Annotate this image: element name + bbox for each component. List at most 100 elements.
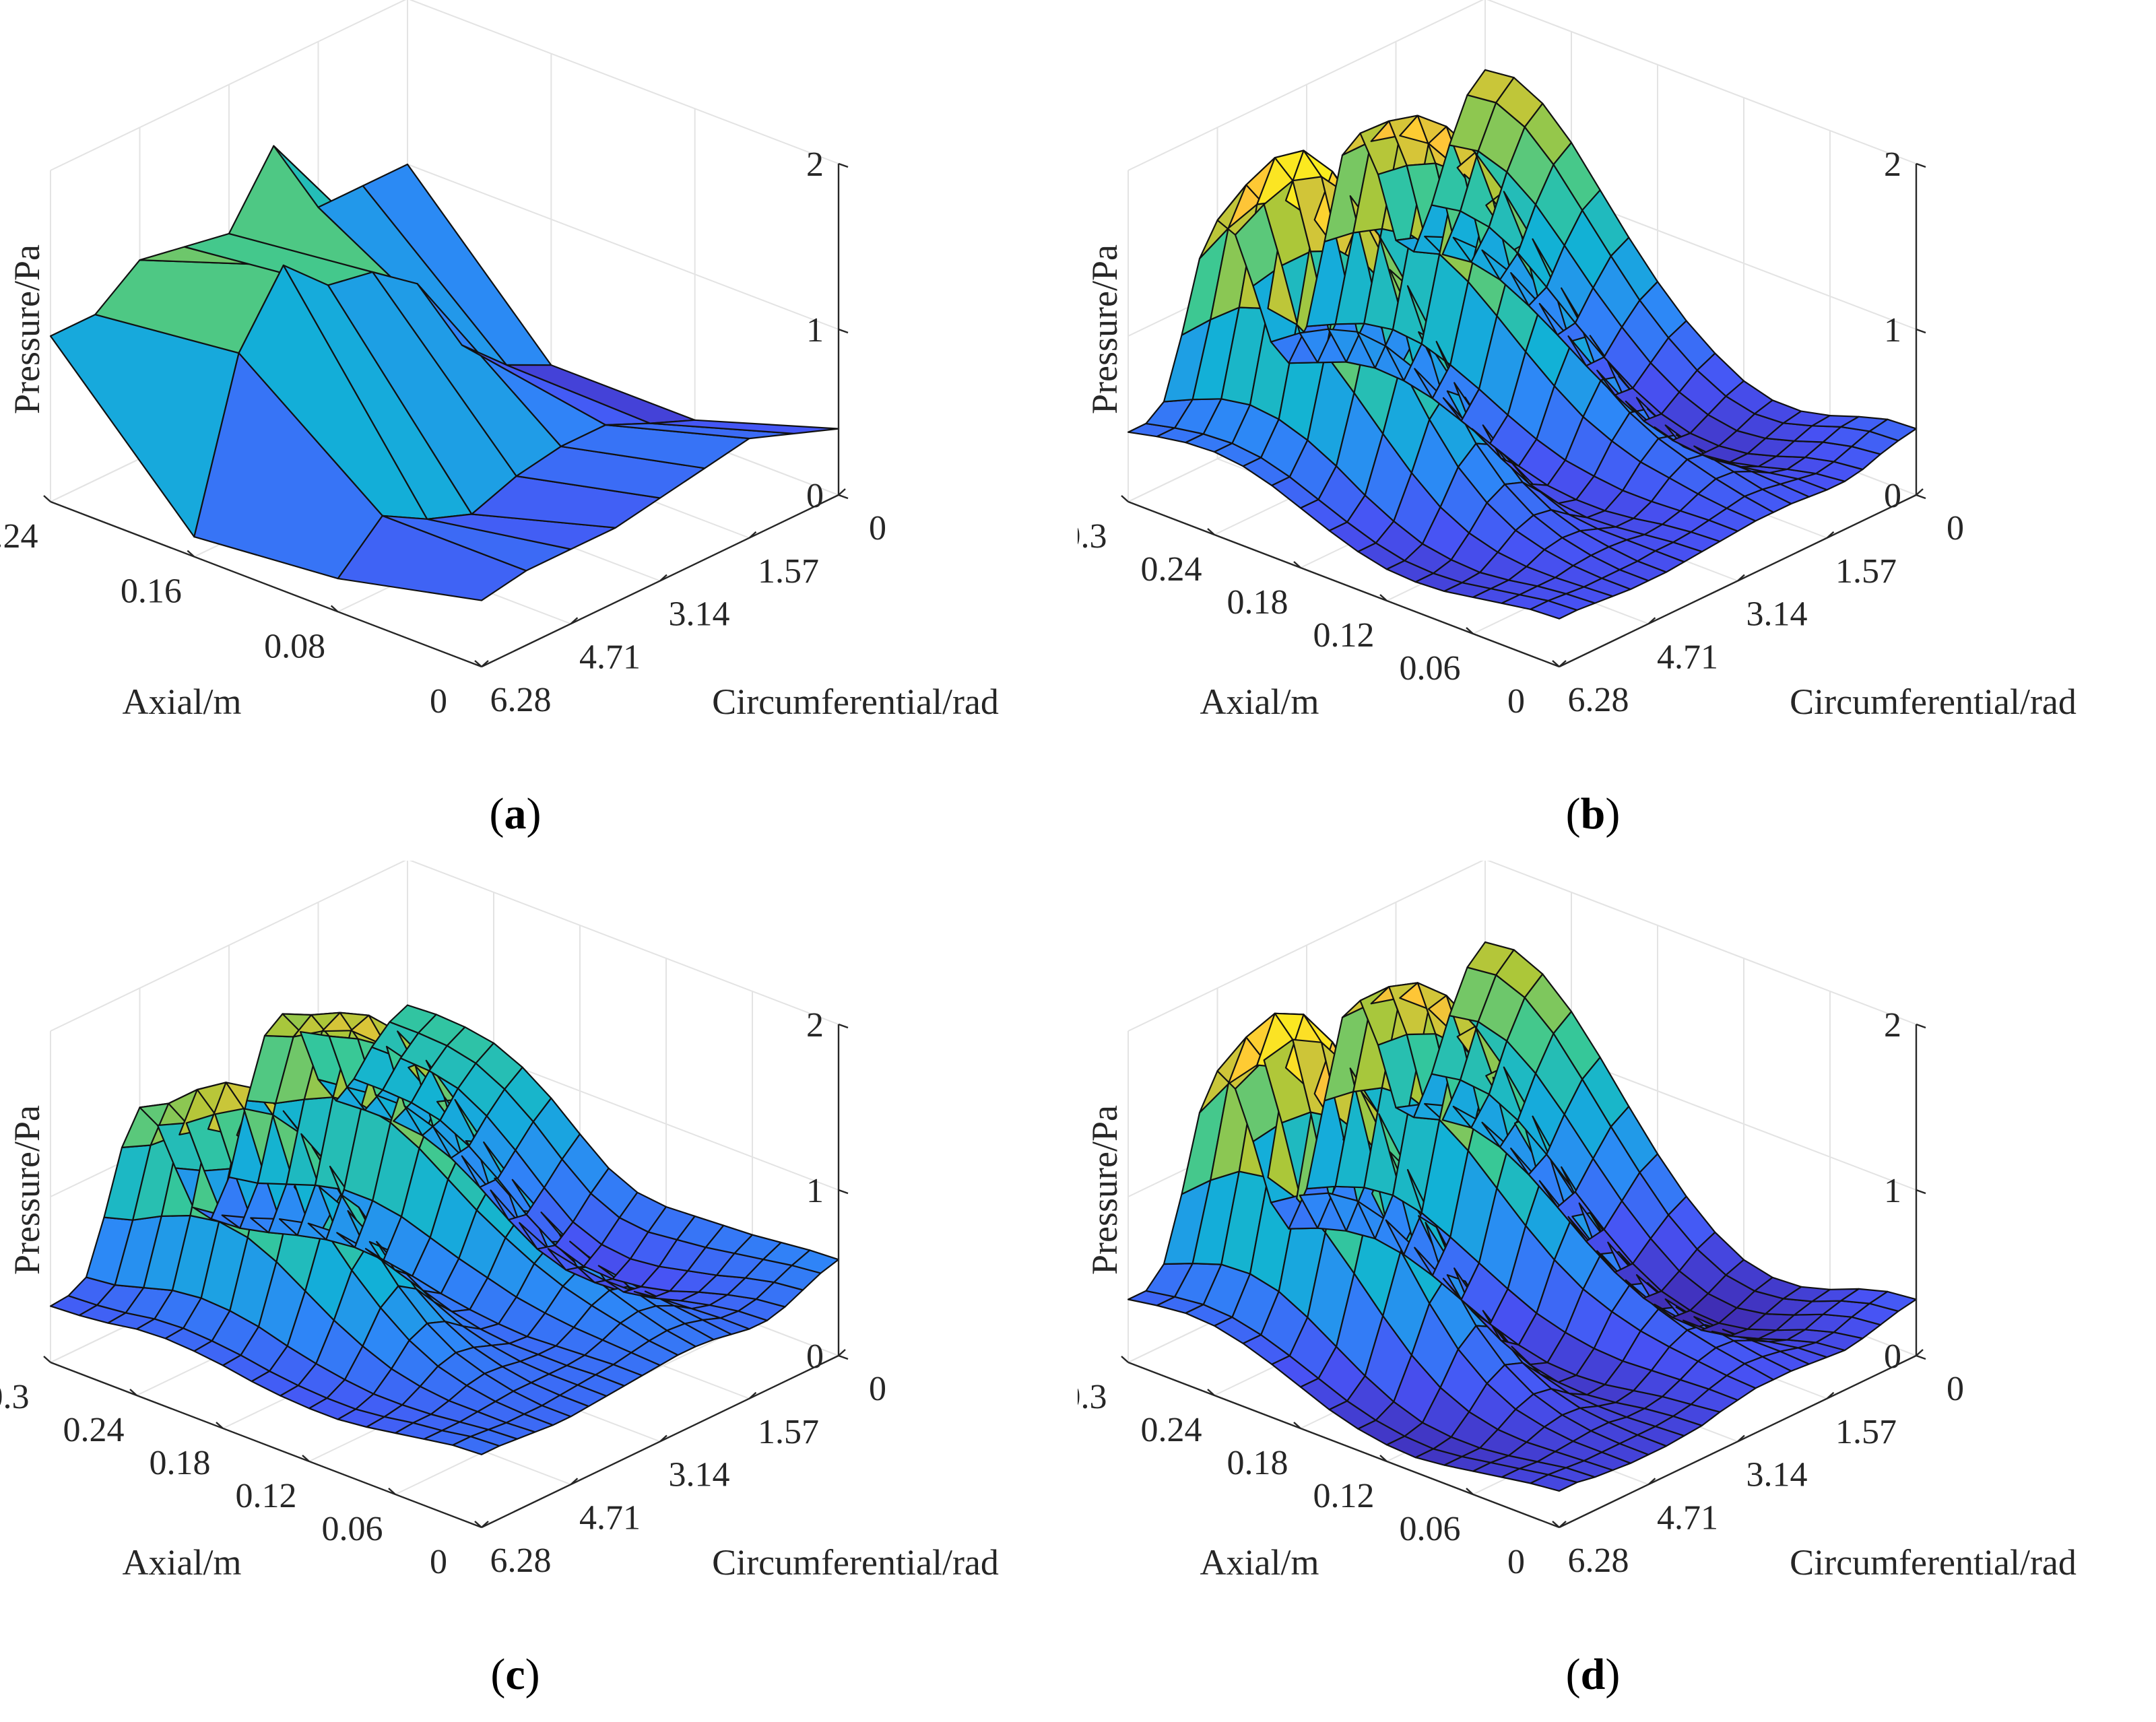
surface [49,1004,840,1455]
surface [1127,941,1918,1492]
panel-caption: (a) [490,789,542,838]
z-tick-label: 2 [1884,1006,1901,1045]
panel-caption: (b) [1566,789,1621,838]
y-tick [1737,574,1745,582]
x-tick-label: 0.18 [1227,583,1288,622]
x-tick-label: 0.16 [121,572,182,611]
x-tick-label: 0.18 [150,1444,211,1482]
z-tick [838,1354,849,1360]
y-tick-label: 0 [869,509,886,548]
z-tick [838,494,849,500]
x-tick [1466,627,1474,634]
x-tick-label: 0.3 [1078,517,1107,556]
y-tick [570,1478,579,1486]
y-tick [481,660,489,667]
tick-labels: 0 1 2 0 0.08 0.16 0.24 0 1.57 3.14 4.71 6.28 [0,145,886,721]
x-tick-label: 0.24 [63,1411,125,1449]
x-tick [1293,1422,1301,1429]
wall-grid-line [50,0,839,171]
x-tick-label: 0.06 [1400,1510,1461,1548]
panel-caption: (c) [490,1650,540,1699]
surface-facet [791,1249,840,1274]
x-tick-label: 0.3 [0,1378,30,1416]
x-tick-label: 0.08 [264,627,325,665]
z-tick [838,328,849,334]
z-axis-label: Pressure/Pa [1084,1105,1125,1275]
x-axis-line [50,500,482,668]
x-axis-label: Axial/m [1200,682,1319,722]
x-tick-label: 0 [1507,682,1525,721]
x-tick [1379,594,1387,601]
surface-plot-a: 0 1 2 0 0.08 0.16 0.24 0 1.57 3.14 4.71 6.28 Pressur… [0,0,999,838]
y-tick [1916,1349,1924,1356]
surface [49,145,840,601]
wall-grid-line [1128,0,1917,171]
x-tick [216,1422,224,1429]
z-tick [838,1023,849,1029]
y-tick-label: 0 [1947,509,1964,548]
z-tick-label: 1 [806,311,824,350]
y-tick-label: 0 [869,1370,886,1408]
surface-plot-b: 0 1 2 0 0.06 0.12 0.18 0.24 0.3 0 1.57 3.14 4.71 6.28… [1078,0,2077,838]
x-tick [1207,528,1215,535]
x-tick [43,1356,51,1363]
y-tick [748,1391,757,1399]
z-tick-label: 0 [1884,1337,1901,1376]
y-tick [481,1521,489,1528]
y-tick-label: 4.71 [579,638,641,676]
z-tick [1916,328,1926,334]
x-tick [1293,561,1301,568]
y-axis-label: Circumferential/rad [1790,1542,2077,1583]
x-tick [1552,660,1560,667]
wall-grid-line [1128,861,1917,1032]
x-axis-label: Axial/m [123,1542,242,1583]
x-axis-label: Axial/m [1200,1542,1319,1583]
z-tick [838,1189,849,1195]
axes [43,162,849,668]
x-tick-label: 0.24 [1141,1411,1202,1449]
tick-labels: 0 1 2 0 0.06 0.12 0.18 0.24 0.3 0 1.57 3.14 4.71 6.28 [0,1006,886,1581]
y-tick-label: 4.71 [579,1498,641,1537]
z-axis-label: Pressure/Pa [7,1105,47,1275]
y-tick-label: 3.14 [1746,595,1808,634]
x-tick [187,550,195,558]
panel-c: 0 1 2 0 0.06 0.12 0.18 0.24 0.3 0 1.57 3.14 4.71 6.28… [0,861,1078,1721]
x-tick [388,1488,396,1495]
y-tick-label: 6.28 [490,681,552,719]
x-tick [1121,495,1129,502]
tick-labels: 0 1 2 0 0.06 0.12 0.18 0.24 0.3 0 1.57 3.14 4.71 6.28 [1078,1006,1964,1581]
z-tick [838,162,849,168]
y-tick-label: 6.28 [490,1542,552,1580]
z-tick-label: 1 [1884,311,1901,350]
y-tick-label: 0 [1947,1370,1964,1408]
surface [1127,69,1918,620]
surface-facet [1868,418,1918,442]
panel-caption: (d) [1566,1650,1621,1699]
x-tick-label: 0.06 [322,1510,383,1548]
y-tick-label: 4.71 [1657,638,1718,676]
x-tick [474,1521,482,1528]
x-tick-label: 0.12 [1313,1477,1375,1515]
x-tick-label: 0.12 [236,1477,297,1515]
y-tick [748,531,757,539]
y-tick [1826,1391,1835,1399]
z-tick [1916,494,1926,500]
x-tick-label: 0.12 [1313,616,1375,655]
x-tick [1466,1488,1474,1495]
x-tick-label: 0.06 [1400,649,1461,688]
x-tick [1121,1356,1129,1363]
y-tick-label: 1.57 [1835,552,1897,591]
surface-facet [1868,1290,1918,1313]
y-tick [570,617,579,625]
x-tick [129,1389,137,1396]
y-tick [1647,617,1656,625]
x-tick-label: 0.18 [1227,1444,1288,1482]
y-tick-label: 6.28 [1568,1542,1629,1580]
y-tick [1916,488,1924,496]
y-tick-label: 6.28 [1568,681,1629,719]
x-tick-label: 0 [430,682,447,721]
x-axis-line [1128,500,1560,668]
x-tick-label: 0.24 [1141,550,1202,589]
y-tick [1559,1521,1567,1528]
x-tick [330,605,339,613]
